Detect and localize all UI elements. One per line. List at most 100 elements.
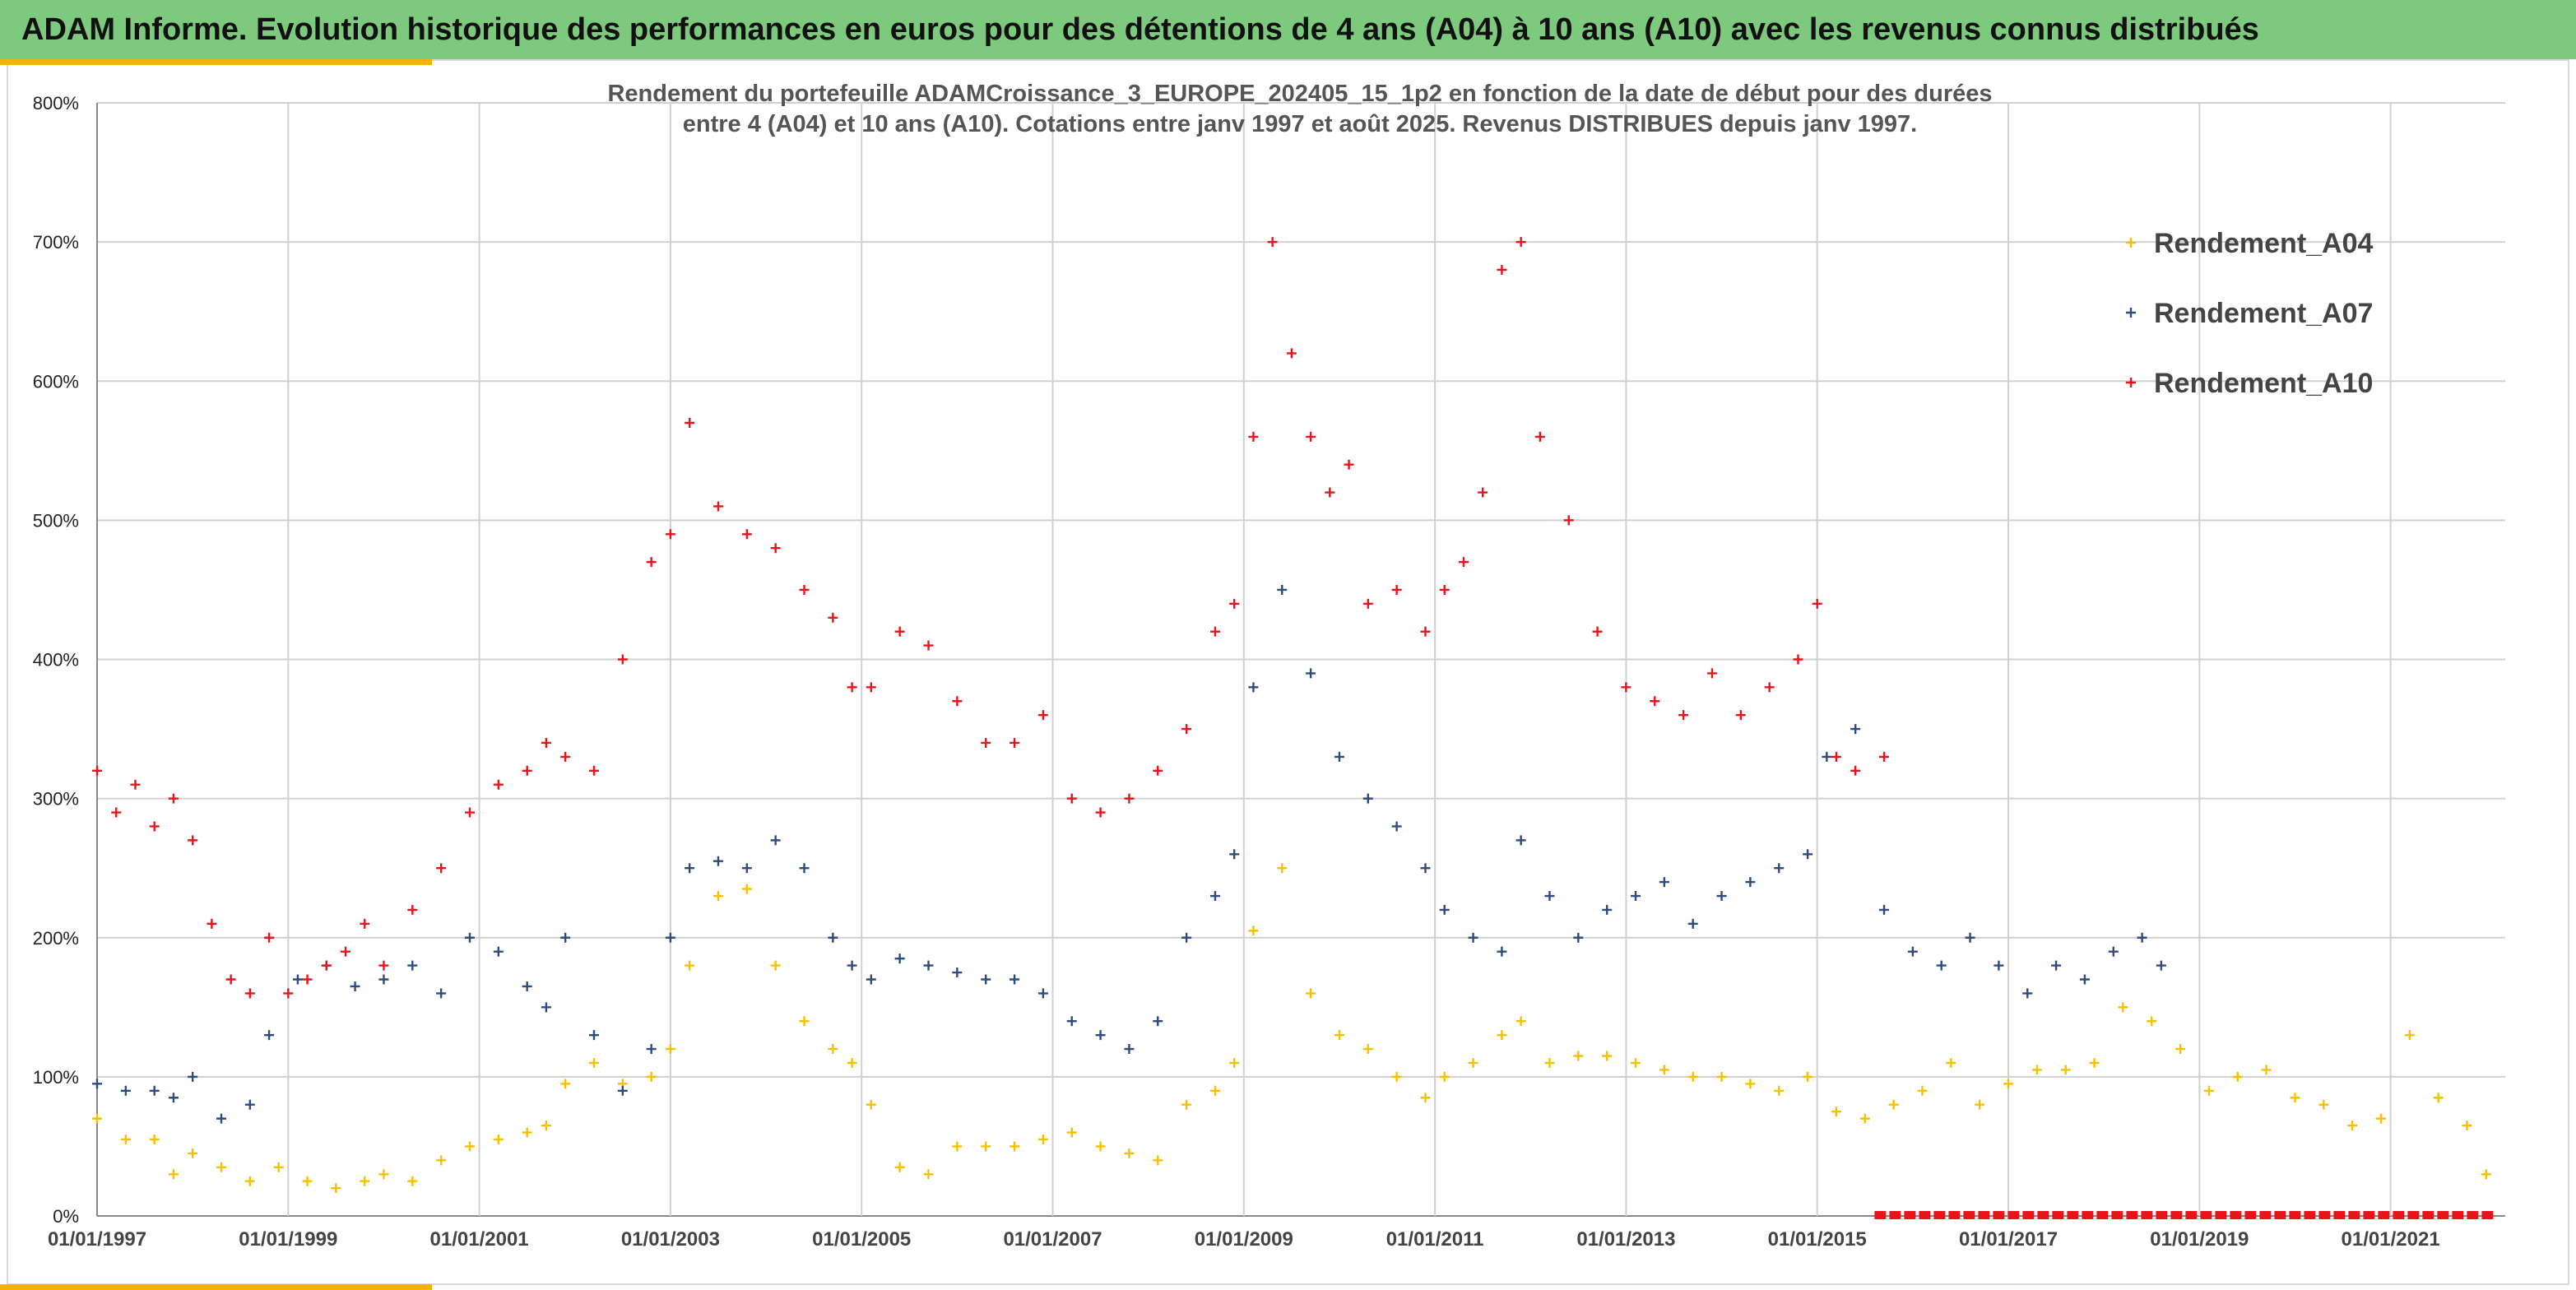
data-point xyxy=(1497,264,1507,275)
data-point xyxy=(1602,1051,1613,1061)
data-point xyxy=(1095,807,1106,818)
data-point xyxy=(1563,515,1574,526)
x-tick-label: 01/01/2017 xyxy=(1959,1228,2058,1251)
data-point xyxy=(522,765,532,776)
data-point xyxy=(1534,431,1545,442)
data-point xyxy=(1066,1016,1077,1027)
data-point xyxy=(2376,1113,2386,1124)
data-point xyxy=(1229,849,1240,860)
data-point xyxy=(522,1127,532,1138)
y-tick-label: 0% xyxy=(53,1206,79,1227)
data-point xyxy=(1037,710,1048,721)
data-point xyxy=(1248,431,1259,442)
grid-lines xyxy=(96,102,2505,1217)
data-point xyxy=(436,863,447,874)
data-point xyxy=(617,654,628,665)
data-point xyxy=(665,529,675,540)
data-point xyxy=(1774,1085,1785,1096)
data-point xyxy=(1879,751,1890,762)
data-point xyxy=(168,793,179,804)
data-point xyxy=(378,974,389,985)
legend-marker xyxy=(2126,238,2136,248)
legend-label: Rendement_A04 xyxy=(2154,228,2374,259)
legend: Rendement_A04 Rendement_A07 Rendement_A10 xyxy=(2126,228,2374,399)
data-point xyxy=(111,807,122,818)
data-point xyxy=(1124,1148,1135,1158)
y-tick-label: 800% xyxy=(33,93,79,114)
data-point xyxy=(2203,1085,2214,1096)
data-point xyxy=(894,1162,905,1172)
x-tick-label: 01/01/2021 xyxy=(2342,1228,2440,1251)
data-point xyxy=(1181,932,1192,943)
data-point xyxy=(1946,1057,1956,1068)
data-point xyxy=(1277,863,1288,874)
banner-title: ADAM Informe. Evolution historique des p… xyxy=(21,12,2259,47)
data-point xyxy=(2022,988,2033,999)
data-point xyxy=(493,779,504,790)
data-point xyxy=(244,988,255,999)
data-point xyxy=(436,988,447,999)
accent-bar-bottom xyxy=(0,1284,432,1290)
data-point xyxy=(1936,960,1947,971)
data-point xyxy=(952,696,963,707)
data-point xyxy=(120,1134,131,1144)
x-tick-label: 01/01/1997 xyxy=(48,1228,146,1251)
x-tick-label: 01/01/1999 xyxy=(239,1228,337,1251)
data-point xyxy=(685,863,695,874)
data-point xyxy=(1439,584,1450,595)
data-point xyxy=(1344,459,1354,470)
data-point xyxy=(1124,793,1135,804)
data-point xyxy=(646,1071,657,1082)
data-point xyxy=(1592,626,1603,637)
data-point xyxy=(2433,1093,2444,1103)
data-point xyxy=(168,1093,179,1103)
data-point xyxy=(1037,988,1048,999)
data-point xyxy=(1439,1071,1450,1082)
data-point xyxy=(464,807,475,818)
legend-marker xyxy=(2126,378,2136,387)
data-point xyxy=(1515,237,1526,248)
data-point xyxy=(952,968,963,978)
data-point xyxy=(1764,682,1775,693)
data-point xyxy=(1306,431,1316,442)
x-tick-label: 01/01/2003 xyxy=(621,1228,720,1251)
data-point xyxy=(770,960,781,971)
data-point xyxy=(1888,1099,1899,1110)
data-point xyxy=(2147,1016,2157,1027)
data-point xyxy=(1822,751,1832,762)
data-point xyxy=(1631,891,1641,902)
data-point xyxy=(770,835,781,846)
x-tick-label: 01/01/2011 xyxy=(1386,1228,1484,1251)
data-point xyxy=(1812,598,1822,609)
data-point xyxy=(1965,932,1975,943)
x-tick-label: 01/01/2013 xyxy=(1576,1228,1675,1251)
data-point xyxy=(407,960,418,971)
data-point xyxy=(1907,946,1918,957)
data-point xyxy=(321,960,332,971)
x-tick-label: 01/01/2009 xyxy=(1195,1228,1293,1251)
data-point xyxy=(952,1141,963,1152)
data-point xyxy=(1458,557,1469,568)
data-point xyxy=(847,682,857,693)
data-point xyxy=(2232,1071,2243,1082)
data-point xyxy=(923,640,934,651)
data-point xyxy=(1831,1107,1841,1117)
x-tick-label: 01/01/2015 xyxy=(1768,1228,1867,1251)
data-point xyxy=(1248,682,1259,693)
data-point xyxy=(1573,932,1584,943)
data-point xyxy=(1497,946,1507,957)
data-point xyxy=(149,1085,160,1096)
data-point xyxy=(1659,877,1669,888)
x-tick-label: 01/01/2007 xyxy=(1003,1228,1102,1251)
data-point xyxy=(1745,1079,1756,1089)
data-point xyxy=(741,884,752,894)
data-point xyxy=(847,1057,857,1068)
y-tick-label: 200% xyxy=(33,928,79,949)
data-point xyxy=(1010,737,1020,748)
data-point xyxy=(2060,1065,2071,1075)
data-point xyxy=(741,529,752,540)
data-point xyxy=(560,1079,571,1089)
data-point xyxy=(207,918,217,929)
data-point xyxy=(712,856,723,866)
